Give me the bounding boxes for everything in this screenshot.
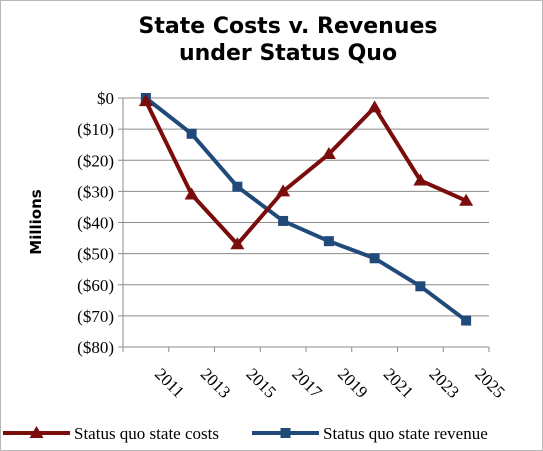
triangle-marker — [321, 147, 336, 160]
square-marker — [232, 181, 243, 192]
y-axis-label: Millions — [27, 189, 45, 254]
triangle-marker — [230, 237, 245, 250]
legend-triangle-marker — [29, 426, 44, 438]
x-tick-labels: 2011 2013 2015 2017 2019 2021 2023 2025 — [151, 364, 509, 402]
series-line — [143, 99, 469, 247]
legend-item-revenue: Status quo state revenue — [252, 424, 488, 443]
square-marker — [461, 315, 472, 326]
square-marker — [369, 253, 380, 264]
y-tick-label: ($70) — [77, 307, 114, 326]
x-tick-label: 2025 — [471, 364, 508, 401]
triangle-marker — [138, 94, 153, 107]
triangle-marker — [367, 100, 382, 113]
square-marker — [186, 128, 197, 139]
triangle-marker — [413, 173, 428, 186]
triangle-marker — [184, 187, 199, 200]
series-revenue — [140, 93, 472, 326]
legend-square-marker — [280, 428, 291, 438]
x-tick-label: 2011 — [151, 364, 188, 401]
y-tick-label: ($40) — [77, 214, 114, 233]
chart-title-line-2: under Status Quo — [179, 41, 397, 66]
x-tick-label: 2019 — [334, 364, 371, 401]
x-tick-label: 2023 — [426, 364, 463, 401]
legend-label: Status quo state revenue — [323, 424, 488, 443]
triangle-marker — [276, 184, 291, 197]
series-costs — [138, 94, 474, 250]
gridlines — [123, 97, 489, 348]
x-tick-label: 2021 — [380, 364, 417, 401]
y-tick-labels: $0 ($10) ($20) ($30) ($40) ($50) ($60) ($70) ($8… — [77, 89, 114, 357]
square-marker — [323, 236, 334, 247]
square-marker — [415, 281, 426, 292]
y-tick-label: ($30) — [77, 182, 114, 201]
series-line — [143, 96, 469, 323]
y-tick-label: ($60) — [77, 276, 114, 295]
chart-title-line-1: State Costs v. Revenues — [139, 14, 438, 39]
y-tick-label: ($20) — [77, 151, 114, 170]
axes — [118, 97, 490, 352]
legend: Status quo state costs Status quo state r… — [3, 424, 488, 443]
legend-item-costs: Status quo state costs — [3, 424, 219, 443]
x-tick-label: 2013 — [197, 364, 234, 401]
y-tick-label: $0 — [97, 89, 114, 108]
square-marker — [278, 215, 289, 226]
legend-label: Status quo state costs — [74, 424, 219, 443]
series — [138, 93, 474, 326]
y-tick-label: ($80) — [77, 338, 114, 357]
x-tick-label: 2017 — [288, 364, 326, 402]
x-tick-label: 2015 — [243, 364, 280, 401]
y-tick-label: ($10) — [77, 120, 114, 139]
triangle-marker — [459, 193, 474, 206]
y-tick-label: ($50) — [77, 245, 114, 264]
